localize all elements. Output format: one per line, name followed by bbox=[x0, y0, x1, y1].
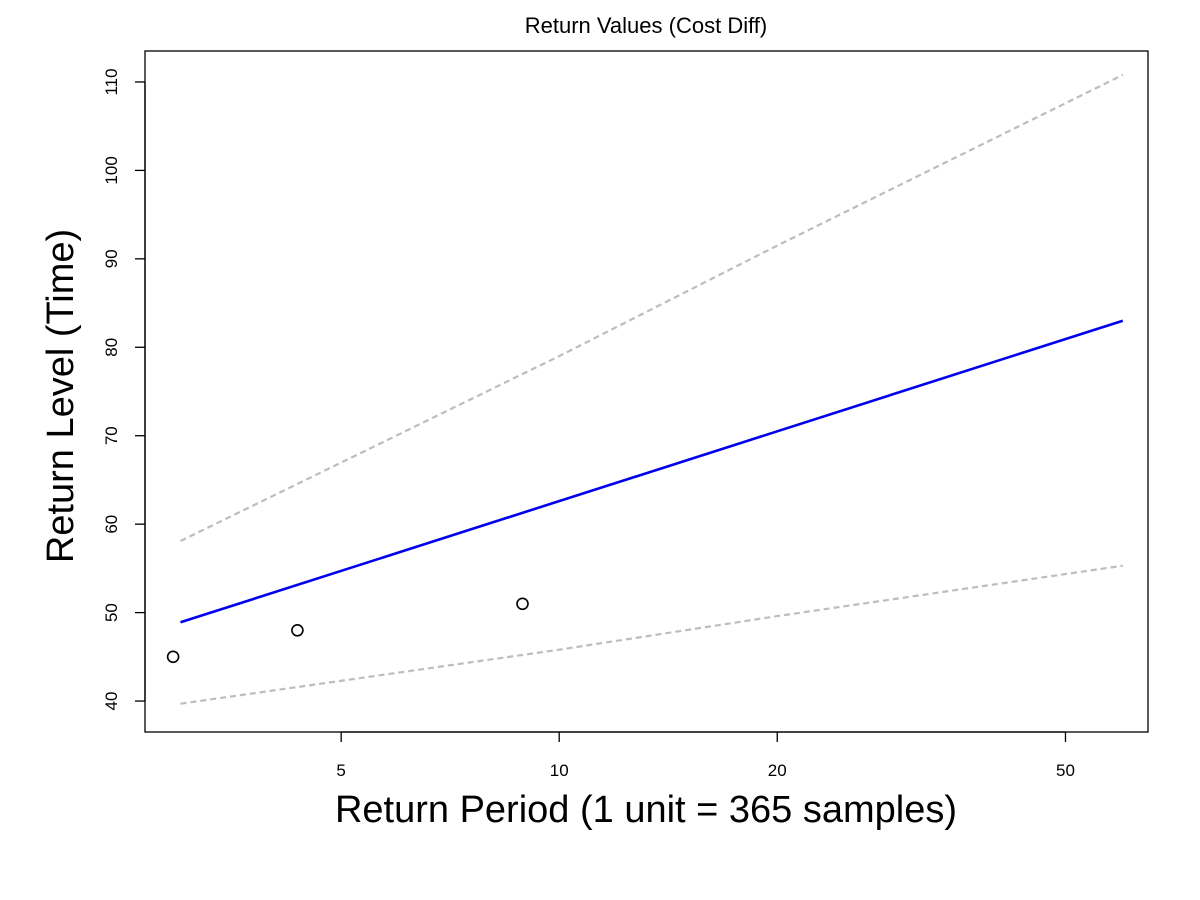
confidence-bound-line-2 bbox=[180, 564, 1123, 705]
y-tick-label: 90 bbox=[102, 249, 121, 268]
x-axis: 5 10 20 50 bbox=[336, 731, 1075, 780]
y-tick-label: 110 bbox=[102, 68, 121, 95]
confidence-bound-line-1 bbox=[180, 73, 1124, 542]
y-tick-label: 60 bbox=[102, 515, 121, 534]
x-axis-label: Return Period (1 unit = 365 samples) bbox=[335, 789, 957, 831]
return-level-line-0 bbox=[180, 319, 1124, 624]
chart-title: Return Values (Cost Diff) bbox=[525, 13, 768, 38]
plot-frame bbox=[144, 50, 1149, 733]
data-point bbox=[291, 623, 304, 637]
data-point bbox=[516, 597, 529, 611]
y-axis-label: Return Level (Time) bbox=[40, 229, 82, 563]
y-tick-label: 50 bbox=[102, 603, 121, 622]
series-layer bbox=[180, 73, 1124, 705]
y-tick-label: 80 bbox=[102, 338, 121, 357]
x-tick-label: 10 bbox=[550, 761, 569, 780]
points-layer bbox=[166, 597, 529, 664]
x-tick-label: 5 bbox=[336, 761, 345, 780]
y-axis: 40 50 60 70 80 90 100 110 bbox=[102, 68, 146, 711]
x-tick-label: 20 bbox=[768, 761, 787, 780]
y-tick-label: 100 bbox=[102, 156, 121, 184]
y-tick-label: 40 bbox=[102, 692, 121, 711]
data-point bbox=[166, 650, 180, 664]
x-tick-label: 50 bbox=[1056, 761, 1075, 780]
y-tick-label: 70 bbox=[102, 426, 121, 445]
